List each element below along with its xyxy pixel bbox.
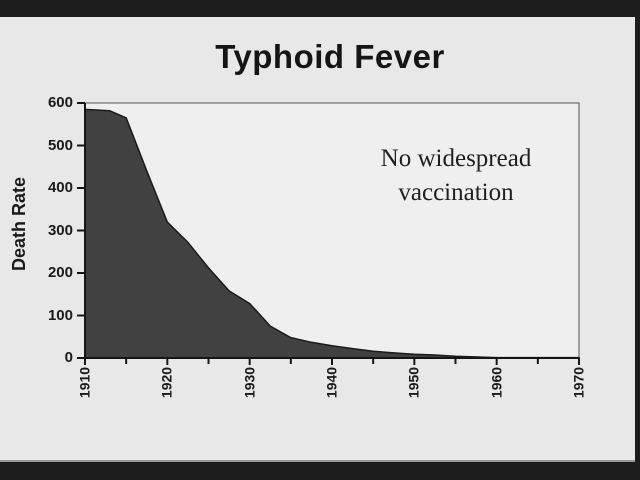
x-tick-label-1920: 1920 — [158, 366, 175, 399]
letterbox-right-bar — [635, 0, 640, 480]
annotation-line-2: vaccination — [398, 179, 514, 206]
y-tick-label-400: 400 — [47, 179, 73, 196]
y-tick-label-500: 500 — [47, 136, 73, 154]
x-tick-label-1910: 1910 — [76, 366, 93, 399]
annotation-text: No widespread vaccination — [346, 142, 566, 210]
x-tick-label-1970: 1970 — [570, 366, 587, 399]
annotation-line-1: No widespread — [380, 145, 532, 172]
letterbox-top-bar — [0, 0, 640, 17]
x-tick-label-1930: 1930 — [241, 366, 258, 399]
y-tick-label-200: 200 — [47, 264, 73, 281]
y-tick-label-100: 100 — [47, 306, 73, 324]
chart-title: Typhoid Fever — [215, 38, 445, 75]
y-tick-label-300: 300 — [47, 221, 73, 239]
area-chart — [77, 102, 580, 365]
x-tick-label-1960: 1960 — [488, 366, 505, 399]
letterbox-bottom-bar — [0, 462, 640, 480]
x-tick-label-1940: 1940 — [323, 366, 340, 399]
y-tick-label-600: 600 — [47, 94, 73, 111]
x-tick-label-1950: 1950 — [405, 366, 422, 399]
y-tick-label-0: 0 — [64, 349, 73, 366]
slide: Typhoid Fever Death Rate 0 100 200 300 400 50… — [0, 17, 635, 462]
